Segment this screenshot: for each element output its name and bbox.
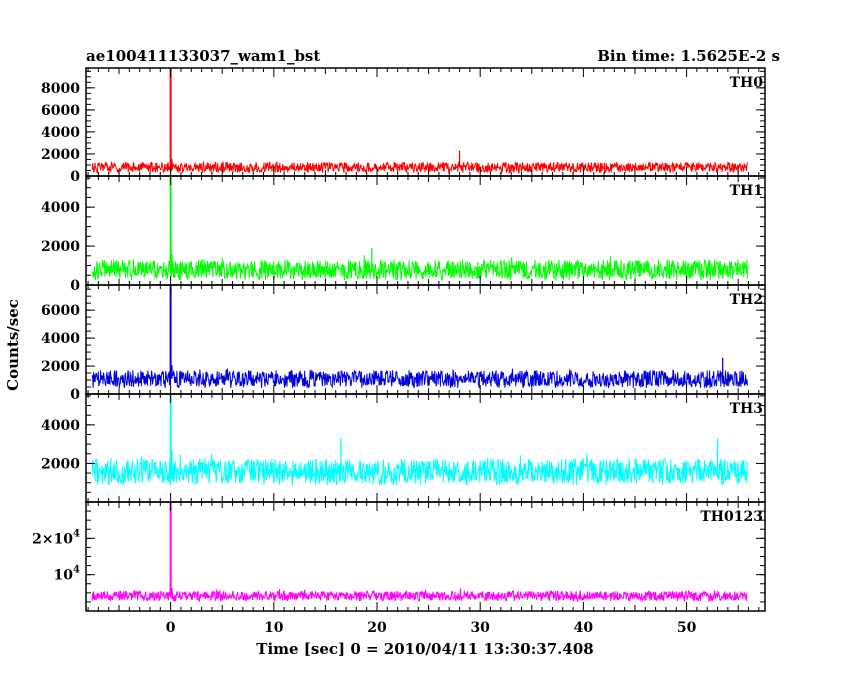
bin-time: Bin time: 1.5625E-2 s <box>597 47 780 65</box>
y-tick-label: 2×104 <box>32 528 80 547</box>
panel-label-th0123: TH0123 <box>700 509 763 525</box>
series-line-th0123 <box>91 588 748 603</box>
panel-th0123: 104 2×104 TH0123 <box>32 501 766 612</box>
panels: 0 2000 4000 6000 8000 TH0 0 2000 4000 TH1 0 2000 400… <box>32 67 766 612</box>
y-tick-label: 104 <box>54 565 80 584</box>
x-tick-label: 40 <box>574 620 594 636</box>
panel-frame <box>85 393 766 503</box>
panel-th2: 0 2000 4000 6000 TH2 <box>41 284 766 403</box>
series-line-th0 <box>91 160 748 174</box>
panel-frame <box>85 501 766 612</box>
y-tick-label: 0 <box>70 387 80 403</box>
panel-th1: 0 2000 4000 TH1 <box>41 175 766 294</box>
y-tick-label: 8000 <box>41 81 80 97</box>
y-tick-label: 2000 <box>41 239 80 255</box>
y-tick-label: 4000 <box>41 125 80 141</box>
panel-th3: 2000 4000 TH3 <box>41 393 766 503</box>
y-tick-label: 2000 <box>41 359 80 375</box>
object-name: ae100411133037_wam1_bst <box>86 47 320 65</box>
x-tick-label: 20 <box>367 620 387 636</box>
panel-label-th0: TH0 <box>730 75 764 91</box>
x-axis-label: Time [sec] 0 = 2010/04/11 13:30:37.408 <box>256 640 593 658</box>
y-tick-label: 0 <box>70 169 80 185</box>
panel-th0: 0 2000 4000 6000 8000 TH0 <box>41 67 766 185</box>
x-tick-label: 0 <box>166 620 176 636</box>
panel-label-th1: TH1 <box>730 183 763 199</box>
y-tick-label: 2000 <box>41 147 80 163</box>
y-axis-label: Counts/sec <box>4 299 22 391</box>
y-tick-label: 6000 <box>41 303 80 319</box>
series-line-th2 <box>91 368 748 389</box>
panel-label-th3: TH3 <box>730 401 763 417</box>
series-line-th1 <box>91 255 748 281</box>
series-line-th3 <box>91 453 748 486</box>
x-tick-label: 50 <box>677 620 697 636</box>
x-tick-label: 10 <box>264 620 284 636</box>
y-tick-label: 4000 <box>41 200 80 216</box>
x-axis: 0 10 20 30 40 50 <box>166 620 697 636</box>
y-tick-label: 6000 <box>41 103 80 119</box>
y-tick-label: 4000 <box>41 418 80 434</box>
panel-label-th2: TH2 <box>730 292 763 308</box>
y-tick-label: 0 <box>70 278 80 294</box>
y-tick-label: 2000 <box>41 456 80 472</box>
x-tick-label: 30 <box>470 620 490 636</box>
y-tick-label: 4000 <box>41 331 80 347</box>
panel-frame <box>85 67 766 177</box>
